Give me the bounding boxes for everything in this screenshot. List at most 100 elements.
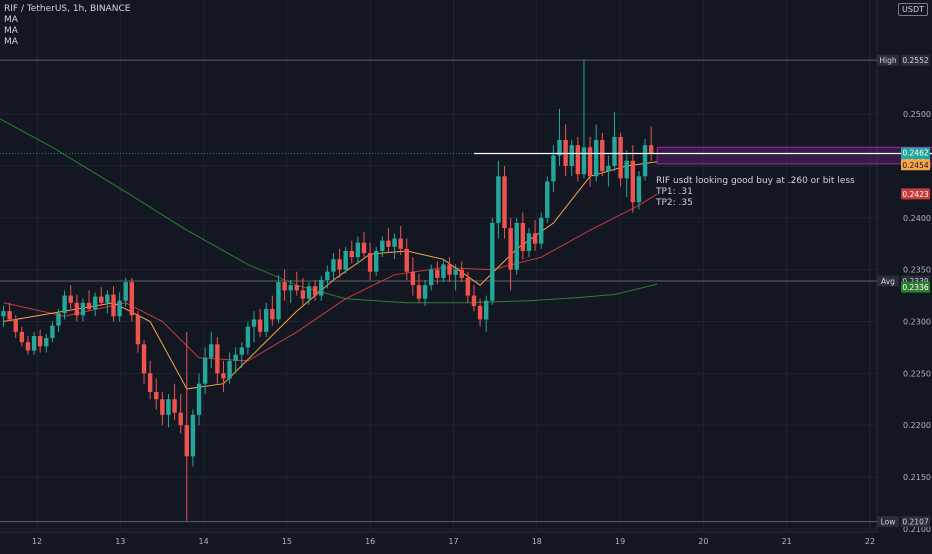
time-axis: 12 13 14 15 16 17 18 19 20 21 22 <box>32 537 875 546</box>
candle <box>31 331 37 355</box>
price-badges: High0.2552Low0.2107Avg0.23390.246239:130… <box>877 54 930 528</box>
candle <box>62 290 67 320</box>
candle <box>477 298 483 327</box>
candle <box>575 136 581 182</box>
candle <box>422 280 428 306</box>
candle-body <box>386 240 391 247</box>
candle <box>514 217 519 275</box>
candle-body <box>196 383 202 415</box>
ma-slow-badge-text: 0.2336 <box>902 283 928 292</box>
candle-body <box>282 282 287 291</box>
candle-body <box>215 344 220 374</box>
candle-body <box>410 271 416 286</box>
candle-body <box>441 264 446 278</box>
candle-body <box>141 344 147 374</box>
indicator-ma-1[interactable]: MA <box>4 15 18 25</box>
candle-body <box>361 242 367 254</box>
candle-body <box>56 313 61 326</box>
candle-body <box>636 176 642 203</box>
candle-body <box>453 269 458 275</box>
high-badge: 0.2552 <box>901 54 930 66</box>
candle-body <box>557 140 562 156</box>
candle-body <box>190 414 196 457</box>
candle <box>312 280 318 301</box>
candle <box>618 132 623 187</box>
candle-body <box>209 344 214 358</box>
candle <box>483 295 489 332</box>
candle-body <box>166 399 171 415</box>
candle-body <box>392 238 397 247</box>
candle-body <box>435 269 440 278</box>
ma-mid-badge-text: 0.2423 <box>902 190 928 199</box>
candle <box>56 309 61 332</box>
candle <box>264 302 269 338</box>
candle-body <box>312 286 318 296</box>
high-badge-bg <box>901 54 930 66</box>
candle-body <box>349 250 354 258</box>
candle-body <box>508 228 513 270</box>
candle <box>471 285 477 312</box>
annotation-line-2: TP1: .31 <box>656 187 693 197</box>
candle-body <box>270 309 275 320</box>
candle <box>386 228 391 254</box>
candle-body <box>502 176 507 229</box>
candle <box>178 394 183 434</box>
candle-body <box>86 302 92 310</box>
low-tag: Low <box>877 516 899 528</box>
candle <box>538 212 544 249</box>
candle-body <box>355 242 361 258</box>
candle-body <box>331 259 336 272</box>
candle <box>465 271 471 303</box>
x-tick-label: 22 <box>865 537 875 546</box>
indicator-ma-2[interactable]: MA <box>4 26 18 36</box>
candle <box>190 409 196 467</box>
candle <box>196 373 202 426</box>
x-tick-label: 16 <box>365 537 375 546</box>
candle-body <box>13 319 18 332</box>
candle-body <box>221 373 226 379</box>
candle-body <box>490 222 495 301</box>
indicator-ma-3[interactable]: MA <box>4 37 18 47</box>
candle <box>160 392 165 426</box>
ma-mid-badge-bg <box>901 188 930 200</box>
candle-body <box>545 181 550 218</box>
candle <box>410 257 416 296</box>
candle-body <box>398 238 403 249</box>
ma-fast-badge: 0.2454 <box>901 159 930 171</box>
candle <box>490 217 495 305</box>
currency-badge[interactable]: USDT <box>898 3 928 16</box>
candle-body <box>606 165 611 172</box>
trade-annotation[interactable]: RIF usdt looking good buy at .260 or bit… <box>656 176 855 209</box>
x-tick-label: 20 <box>698 537 708 546</box>
candle-body <box>105 294 110 303</box>
candle <box>441 259 446 283</box>
ma-fast-badge-bg <box>901 159 930 171</box>
candle <box>581 60 587 179</box>
candle <box>221 360 226 392</box>
candle-body <box>551 155 556 182</box>
candle-body <box>337 259 342 270</box>
candle <box>600 132 605 177</box>
x-tick-label: 12 <box>32 537 42 546</box>
candle <box>80 298 86 322</box>
candle <box>624 150 629 198</box>
candle-body <box>422 285 428 299</box>
candle <box>300 277 306 305</box>
candle <box>86 290 92 312</box>
candle-body <box>154 392 159 400</box>
symbol-title[interactable]: RIF / TetherUS, 1h, BINANCE <box>4 4 131 14</box>
low-badge-text: 0.2107 <box>902 518 928 527</box>
avg-tag: Avg <box>877 275 899 287</box>
candle <box>398 226 403 256</box>
low-badge: 0.2107 <box>901 516 930 528</box>
symbol-legend: RIF / TetherUS, 1h, BINANCE MA MA MA <box>4 4 130 48</box>
candle <box>367 242 373 280</box>
drawings <box>473 146 932 165</box>
y-tick-label: 0.2200 <box>903 421 931 430</box>
candle <box>276 274 281 324</box>
candle-body <box>612 136 617 166</box>
ma-slow-badge-bg <box>901 281 930 293</box>
candle-body <box>117 300 122 317</box>
